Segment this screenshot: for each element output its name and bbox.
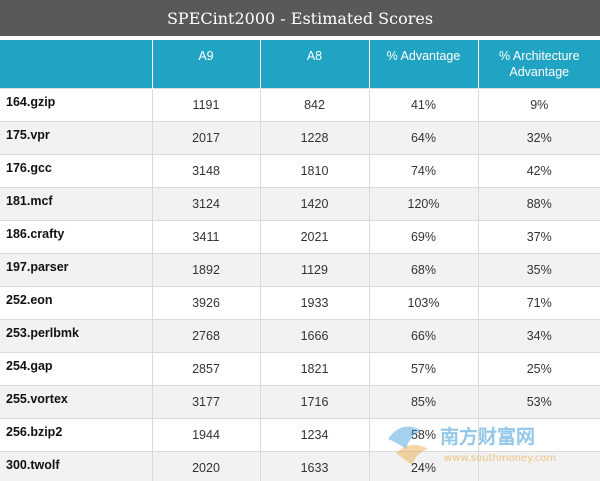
benchmark-name-cell: 175.vpr: [0, 120, 153, 154]
a9-score-cell: 1892: [152, 252, 261, 286]
a8-score-cell: 2021: [260, 219, 370, 253]
table-row: 164.gzip 1191 842 41% 9%: [0, 87, 600, 121]
header-arch-advantage: % Architecture Advantage: [478, 40, 600, 88]
benchmark-name-cell: 256.bzip2: [0, 417, 153, 451]
advantage-cell: 85%: [369, 384, 479, 418]
advantage-cell: 66%: [369, 318, 479, 352]
arch-advantage-cell: 53%: [478, 384, 600, 418]
a8-score-cell: 1234: [260, 417, 370, 451]
table-row: 300.twolf 2020 1633 24%: [0, 450, 600, 481]
a8-score-cell: 1666: [260, 318, 370, 352]
benchmark-name-cell: 252.eon: [0, 285, 153, 319]
benchmark-name-cell: 253.perlbmk: [0, 318, 153, 352]
table-row: 252.eon 3926 1933 103% 71%: [0, 285, 600, 319]
table-row: 181.mcf 3124 1420 120% 88%: [0, 186, 600, 220]
arch-advantage-cell: 42%: [478, 153, 600, 187]
a8-score-cell: 1810: [260, 153, 370, 187]
a8-score-cell: 1933: [260, 285, 370, 319]
advantage-cell: 64%: [369, 120, 479, 154]
table-row: 253.perlbmk 2768 1666 66% 34%: [0, 318, 600, 352]
table-row: 255.vortex 3177 1716 85% 53%: [0, 384, 600, 418]
scores-table: A9 A8 % Advantage % Architecture Advanta…: [0, 40, 600, 481]
header-a9: A9: [152, 40, 261, 88]
table-row: 176.gcc 3148 1810 74% 42%: [0, 153, 600, 187]
header-a8: A8: [260, 40, 370, 88]
a9-score-cell: 2020: [152, 450, 261, 481]
a9-score-cell: 3177: [152, 384, 261, 418]
table-row: 175.vpr 2017 1228 64% 32%: [0, 120, 600, 154]
a9-score-cell: 3148: [152, 153, 261, 187]
benchmark-name-cell: 181.mcf: [0, 186, 153, 220]
advantage-cell: 69%: [369, 219, 479, 253]
advantage-cell: 58%: [369, 417, 479, 451]
a9-score-cell: 2768: [152, 318, 261, 352]
table-row: 197.parser 1892 1129 68% 35%: [0, 252, 600, 286]
table-body: 164.gzip 1191 842 41% 9% 175.vpr 2017 1228 64% 32…: [0, 87, 600, 481]
a8-score-cell: 1633: [260, 450, 370, 481]
arch-advantage-cell: 9%: [478, 87, 600, 121]
benchmark-name-cell: 197.parser: [0, 252, 153, 286]
a8-score-cell: 842: [260, 87, 370, 121]
advantage-cell: 24%: [369, 450, 479, 481]
a8-score-cell: 1129: [260, 252, 370, 286]
a8-score-cell: 1821: [260, 351, 370, 385]
benchmark-name-cell: 255.vortex: [0, 384, 153, 418]
advantage-cell: 41%: [369, 87, 479, 121]
arch-advantage-cell: 32%: [478, 120, 600, 154]
header-advantage: % Advantage: [369, 40, 479, 88]
a9-score-cell: 1944: [152, 417, 261, 451]
a8-score-cell: 1716: [260, 384, 370, 418]
advantage-cell: 74%: [369, 153, 479, 187]
table-row: 254.gap 2857 1821 57% 25%: [0, 351, 600, 385]
advantage-cell: 68%: [369, 252, 479, 286]
arch-advantage-cell: 35%: [478, 252, 600, 286]
a9-score-cell: 3124: [152, 186, 261, 220]
advantage-cell: 57%: [369, 351, 479, 385]
arch-advantage-cell: 88%: [478, 186, 600, 220]
table-row: 256.bzip2 1944 1234 58%: [0, 417, 600, 451]
advantage-cell: 103%: [369, 285, 479, 319]
a9-score-cell: 1191: [152, 87, 261, 121]
table-title: SPECint2000 - Estimated Scores: [0, 0, 600, 38]
benchmark-name-cell: 300.twolf: [0, 450, 153, 481]
arch-advantage-cell: [478, 450, 600, 481]
header-row: A9 A8 % Advantage % Architecture Advanta…: [0, 40, 600, 88]
arch-advantage-cell: 25%: [478, 351, 600, 385]
arch-advantage-cell: 37%: [478, 219, 600, 253]
a8-score-cell: 1228: [260, 120, 370, 154]
arch-advantage-cell: 71%: [478, 285, 600, 319]
a9-score-cell: 3926: [152, 285, 261, 319]
advantage-cell: 120%: [369, 186, 479, 220]
a9-score-cell: 2017: [152, 120, 261, 154]
a9-score-cell: 2857: [152, 351, 261, 385]
benchmark-name-cell: 164.gzip: [0, 87, 153, 121]
a9-score-cell: 3411: [152, 219, 261, 253]
table-row: 186.crafty 3411 2021 69% 37%: [0, 219, 600, 253]
arch-advantage-cell: 34%: [478, 318, 600, 352]
header-benchmark: [0, 40, 153, 88]
benchmark-name-cell: 176.gcc: [0, 153, 153, 187]
arch-advantage-cell: [478, 417, 600, 451]
benchmark-name-cell: 186.crafty: [0, 219, 153, 253]
benchmark-name-cell: 254.gap: [0, 351, 153, 385]
a8-score-cell: 1420: [260, 186, 370, 220]
